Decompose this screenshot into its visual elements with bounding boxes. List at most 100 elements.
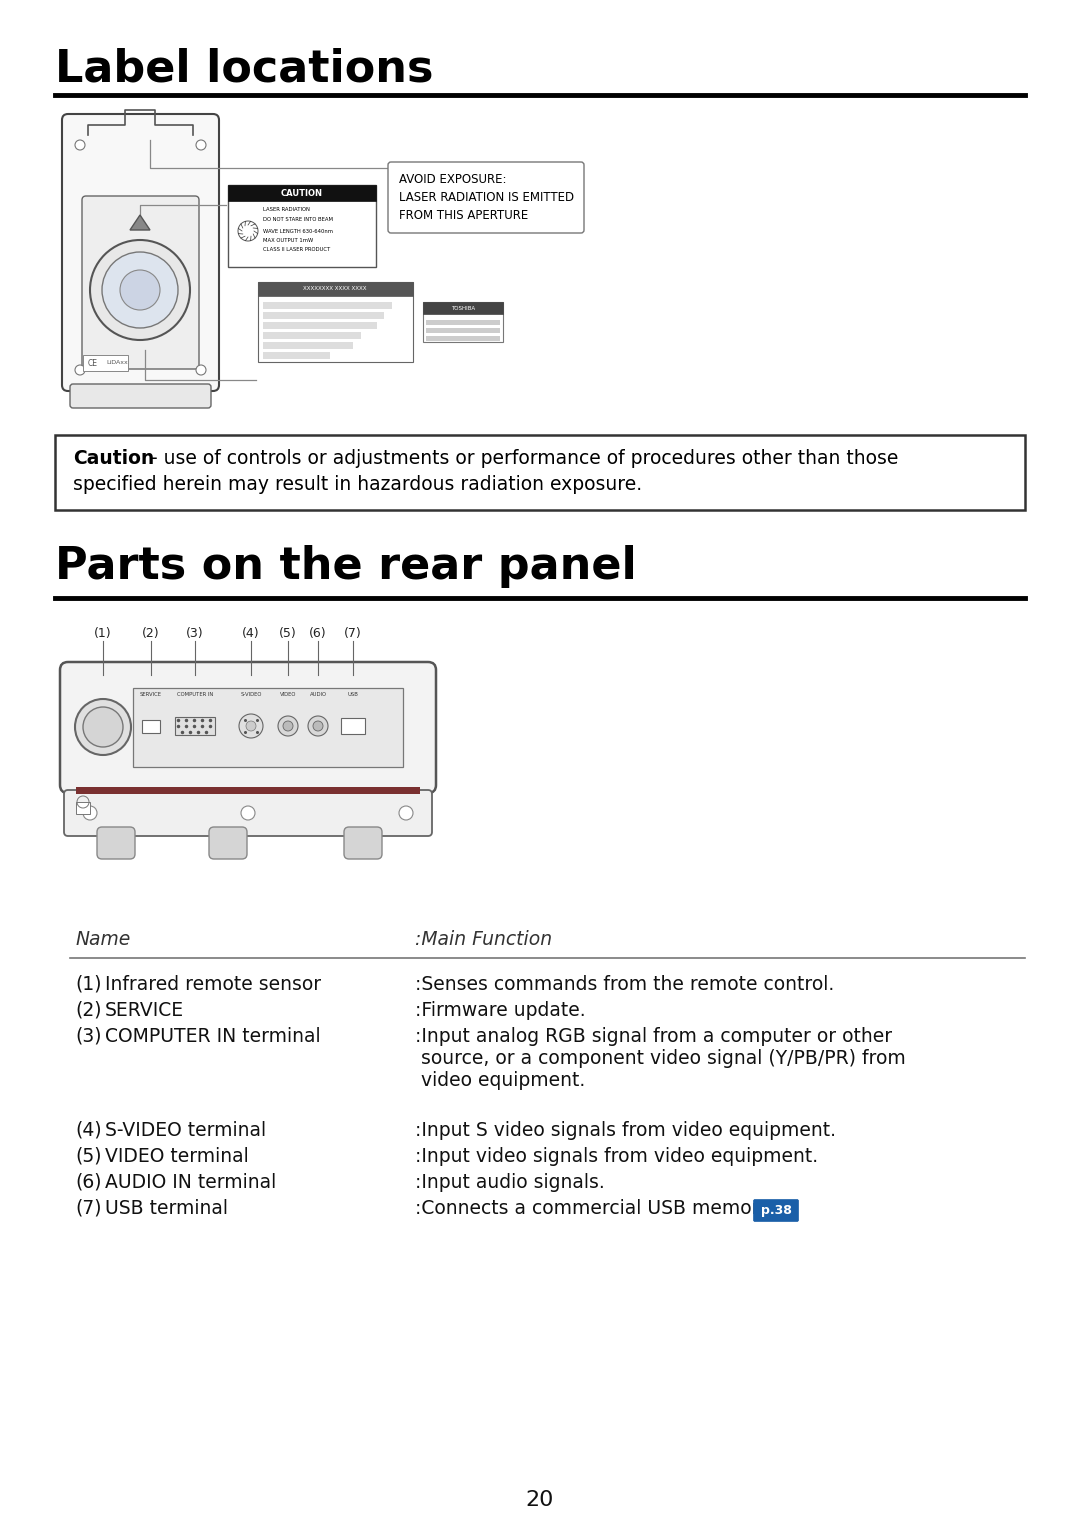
Text: Label locations: Label locations — [55, 47, 433, 92]
Text: S-VIDEO: S-VIDEO — [241, 692, 261, 696]
Bar — [76, 802, 90, 814]
Text: SERVICE: SERVICE — [105, 1002, 184, 1020]
Text: (2): (2) — [143, 628, 160, 640]
FancyBboxPatch shape — [388, 162, 584, 234]
Text: :Input video signals from video equipment.: :Input video signals from video equipmen… — [415, 1147, 819, 1167]
Circle shape — [241, 806, 255, 820]
Text: (3): (3) — [75, 1028, 102, 1046]
Text: USB: USB — [348, 692, 359, 696]
Polygon shape — [130, 215, 150, 231]
Text: (6): (6) — [75, 1173, 102, 1193]
Text: FROM THIS APERTURE: FROM THIS APERTURE — [399, 209, 528, 221]
FancyBboxPatch shape — [345, 828, 382, 860]
Text: (4): (4) — [75, 1121, 102, 1141]
Bar — [426, 321, 500, 325]
FancyBboxPatch shape — [210, 828, 247, 860]
Text: LASER RADIATION IS EMITTED: LASER RADIATION IS EMITTED — [399, 191, 575, 205]
Circle shape — [283, 721, 293, 731]
Bar — [76, 786, 420, 794]
Text: CE: CE — [87, 359, 98, 368]
Text: specified herein may result in hazardous radiation exposure.: specified herein may result in hazardous… — [73, 475, 643, 495]
Circle shape — [75, 140, 85, 150]
Bar — [258, 282, 413, 362]
Bar — [426, 336, 500, 341]
Circle shape — [83, 806, 97, 820]
FancyBboxPatch shape — [70, 383, 211, 408]
Bar — [228, 185, 376, 202]
FancyBboxPatch shape — [64, 789, 432, 835]
Text: (2): (2) — [75, 1002, 102, 1020]
Text: :Input audio signals.: :Input audio signals. — [415, 1173, 605, 1193]
Text: :Input analog RGB signal from a computer or other
 source, or a component video : :Input analog RGB signal from a computer… — [415, 1028, 906, 1090]
Bar — [228, 185, 376, 267]
Circle shape — [75, 699, 131, 754]
Circle shape — [239, 715, 264, 738]
Text: AUDIO IN terminal: AUDIO IN terminal — [105, 1173, 276, 1193]
Circle shape — [120, 270, 160, 310]
Text: COMPUTER IN terminal: COMPUTER IN terminal — [105, 1028, 321, 1046]
Text: AUDIO: AUDIO — [310, 692, 326, 696]
Text: WAVE LENGTH 630-640nm: WAVE LENGTH 630-640nm — [264, 229, 333, 234]
Bar — [264, 353, 330, 359]
Text: :Connects a commercial USB memory.: :Connects a commercial USB memory. — [415, 1199, 774, 1219]
Circle shape — [278, 716, 298, 736]
Bar — [83, 354, 129, 371]
Circle shape — [238, 221, 258, 241]
Text: LiDAxx: LiDAxx — [106, 360, 127, 365]
Bar — [175, 718, 215, 734]
Text: (5): (5) — [75, 1147, 102, 1167]
Bar — [264, 331, 361, 339]
Text: CAUTION: CAUTION — [281, 188, 323, 197]
FancyBboxPatch shape — [62, 115, 219, 391]
Text: (6): (6) — [309, 628, 327, 640]
Bar — [341, 718, 365, 734]
Text: Name: Name — [75, 930, 131, 948]
Text: - use of controls or adjustments or performance of procedures other than those: - use of controls or adjustments or perf… — [145, 449, 899, 467]
Text: Infrared remote sensor: Infrared remote sensor — [105, 976, 321, 994]
Bar — [141, 721, 160, 733]
FancyBboxPatch shape — [754, 1200, 798, 1222]
Text: LASER RADIATION: LASER RADIATION — [264, 208, 310, 212]
FancyBboxPatch shape — [82, 195, 199, 370]
Circle shape — [195, 365, 206, 376]
Text: CLASS II LASER PRODUCT: CLASS II LASER PRODUCT — [264, 247, 330, 252]
Text: DO NOT STARE INTO BEAM: DO NOT STARE INTO BEAM — [264, 217, 333, 221]
Bar — [264, 342, 353, 350]
Text: :Senses commands from the remote control.: :Senses commands from the remote control… — [415, 976, 834, 994]
Circle shape — [308, 716, 328, 736]
Bar — [423, 302, 503, 315]
Bar — [258, 282, 413, 296]
Text: COMPUTER IN: COMPUTER IN — [177, 692, 213, 696]
Text: VIDEO terminal: VIDEO terminal — [105, 1147, 248, 1167]
Text: (1): (1) — [75, 976, 102, 994]
Text: :Input S video signals from video equipment.: :Input S video signals from video equipm… — [415, 1121, 836, 1141]
Text: USB terminal: USB terminal — [105, 1199, 228, 1219]
Text: XXXXXXXX XXXX XXXX: XXXXXXXX XXXX XXXX — [303, 287, 367, 292]
Bar — [264, 302, 392, 308]
Text: (7): (7) — [75, 1199, 102, 1219]
FancyBboxPatch shape — [97, 828, 135, 860]
FancyBboxPatch shape — [60, 663, 436, 793]
Text: VIDEO: VIDEO — [280, 692, 296, 696]
Bar — [264, 322, 377, 328]
Text: MAX OUTPUT 1mW: MAX OUTPUT 1mW — [264, 238, 313, 243]
Bar — [133, 689, 403, 767]
Circle shape — [75, 365, 85, 376]
Text: SERVICE: SERVICE — [140, 692, 162, 696]
Circle shape — [83, 707, 123, 747]
Text: (7): (7) — [345, 628, 362, 640]
Text: (5): (5) — [279, 628, 297, 640]
Bar — [426, 328, 500, 333]
Text: :Firmware update.: :Firmware update. — [415, 1002, 585, 1020]
Bar — [264, 312, 384, 319]
Circle shape — [90, 240, 190, 341]
Text: (1): (1) — [94, 628, 112, 640]
Circle shape — [399, 806, 413, 820]
Circle shape — [102, 252, 178, 328]
Text: :Main Function: :Main Function — [415, 930, 552, 948]
Text: S-VIDEO terminal: S-VIDEO terminal — [105, 1121, 266, 1141]
Text: (4): (4) — [242, 628, 260, 640]
Bar — [423, 302, 503, 342]
Text: p.38: p.38 — [760, 1203, 792, 1217]
Circle shape — [246, 721, 256, 731]
